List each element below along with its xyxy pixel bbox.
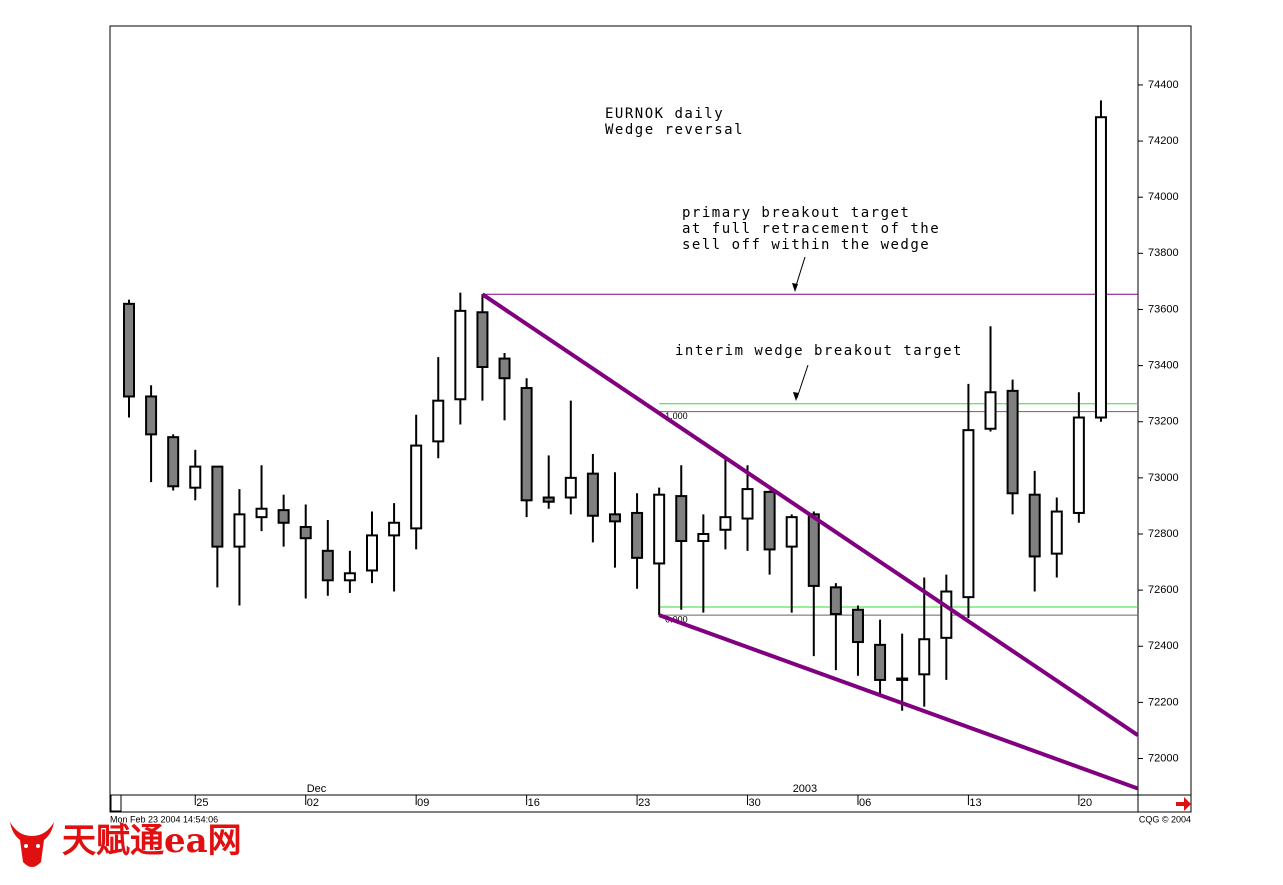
candle-body: [1072, 416, 1085, 514]
y-tick-label: 73200: [1148, 416, 1179, 428]
y-tick-label: 74400: [1148, 79, 1179, 91]
candle-body: [542, 496, 555, 503]
trendline: [481, 292, 1138, 737]
candle-body: [410, 444, 423, 530]
candle-body: [343, 572, 356, 582]
candle-body: [586, 472, 599, 517]
y-tick-label: 72400: [1148, 640, 1179, 652]
y-tick-label: 72800: [1148, 528, 1179, 540]
scroll-box: [110, 794, 122, 812]
x-tick-label: 02: [307, 797, 319, 809]
candle-body: [211, 465, 224, 548]
candle-body: [741, 488, 754, 520]
y-tick-label: 74000: [1148, 191, 1179, 203]
period-label: 2003: [793, 783, 817, 795]
y-tick-label: 72200: [1148, 696, 1179, 708]
candle-body: [829, 586, 842, 615]
footer-left: Mon Feb 23 2004 14:54:06: [110, 814, 218, 824]
candle-body: [432, 399, 445, 443]
frame: [109, 25, 1192, 813]
x-tick-label: 13: [969, 797, 981, 809]
x-tick-label: 23: [638, 797, 650, 809]
candle-body: [1028, 493, 1041, 558]
arrow: [793, 364, 809, 401]
candle-body: [233, 513, 246, 548]
candle-body: [321, 549, 334, 582]
annotation: at full retracement of the: [682, 221, 940, 237]
y-tick-label: 73800: [1148, 247, 1179, 259]
footer-right: CQG © 2004: [1139, 814, 1191, 824]
candle-body: [962, 429, 975, 599]
candle-body: [763, 490, 776, 551]
candle-body: [940, 590, 953, 639]
candle-body: [631, 511, 644, 559]
candle-body: [454, 309, 467, 401]
x-tick-label: 09: [417, 797, 429, 809]
candle-body: [255, 507, 268, 519]
annotation: primary breakout target: [682, 205, 910, 221]
candle-body: [608, 513, 621, 523]
candle-body: [520, 387, 533, 502]
candle-body: [1006, 389, 1019, 495]
chart-title: EURNOK daily: [605, 106, 724, 122]
arrow: [792, 256, 806, 292]
candle-body: [807, 513, 820, 587]
x-tick-label: 20: [1080, 797, 1092, 809]
candle-body: [785, 516, 798, 548]
annotation: interim wedge breakout target: [675, 343, 963, 359]
candle-body: [476, 311, 489, 368]
candle-body: [1050, 510, 1063, 555]
candle-body: [675, 495, 688, 543]
annotation: sell off within the wedge: [682, 237, 930, 253]
candle-body: [498, 357, 511, 380]
chart-title: Wedge reversal: [605, 122, 744, 138]
candle-body: [851, 608, 864, 644]
level-label: 1.000: [665, 411, 688, 421]
x-tick-label: 25: [196, 797, 208, 809]
candle-body: [874, 643, 887, 681]
y-tick-label: 72600: [1148, 584, 1179, 596]
y-tick-label: 74200: [1148, 135, 1179, 147]
candle-body: [697, 532, 710, 543]
candle-body: [984, 391, 997, 430]
y-tick-label: 73600: [1148, 303, 1179, 315]
x-tick-label: 16: [528, 797, 540, 809]
x-tick-label: 06: [859, 797, 871, 809]
y-tick-label: 73000: [1148, 472, 1179, 484]
candle-body: [365, 534, 378, 572]
logo-text: 天赋通ea网: [62, 821, 242, 861]
candle-body: [145, 395, 158, 436]
candle-body: [719, 516, 732, 531]
candle-body: [277, 509, 290, 524]
candle-body: [896, 677, 909, 681]
scroll-arrow: [1176, 797, 1191, 811]
logo-icon: [10, 822, 54, 867]
x-tick-label: 30: [749, 797, 761, 809]
trendline: [658, 613, 1138, 791]
candle-body: [388, 521, 401, 537]
candle-body: [123, 302, 135, 398]
candle-body: [299, 525, 312, 540]
candle-body: [653, 493, 666, 565]
candle-body: [167, 436, 180, 488]
period-label: Dec: [307, 783, 327, 795]
candle-body: [189, 465, 202, 489]
plot: 1.0000.000: [123, 100, 1138, 791]
candle-body: [564, 476, 577, 499]
candle-body: [1094, 116, 1107, 419]
y-tick-label: 73400: [1148, 360, 1179, 372]
candle-body: [918, 638, 931, 676]
y-tick-label: 72000: [1148, 752, 1179, 764]
